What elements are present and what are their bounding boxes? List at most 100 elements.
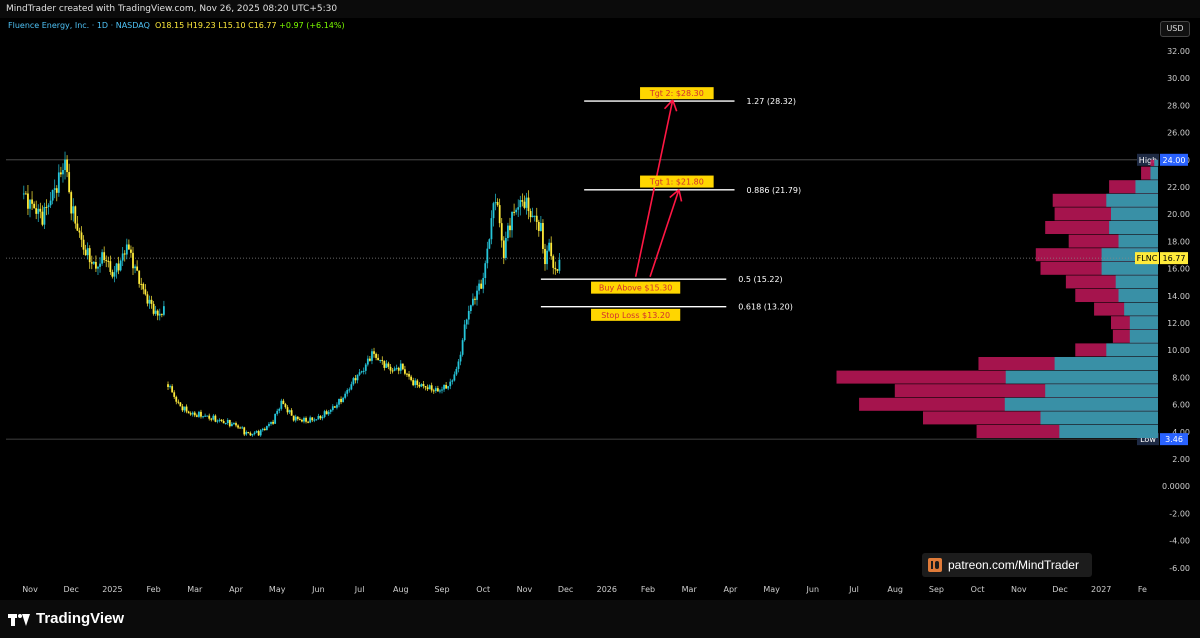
time-axis-tick: Jul xyxy=(354,585,365,594)
candle-body xyxy=(474,298,476,300)
candle-body xyxy=(381,359,384,362)
price-axis-tick: 14.00 xyxy=(1167,292,1190,301)
volume-profile-up xyxy=(1115,275,1158,289)
candle-body xyxy=(259,430,262,436)
tradingview-logo-icon xyxy=(8,612,30,626)
candle-body xyxy=(488,239,491,249)
candle-body xyxy=(354,378,357,381)
time-axis-tick: 2027 xyxy=(1091,585,1111,594)
candle-body xyxy=(362,370,365,372)
candle-body xyxy=(430,385,433,391)
candle-body xyxy=(189,413,192,415)
candle-body xyxy=(498,205,501,224)
candle-body xyxy=(49,200,52,206)
candle-body xyxy=(472,298,474,306)
candle-body xyxy=(447,386,450,389)
candle-body xyxy=(457,361,460,369)
currency-button[interactable]: USD xyxy=(1160,21,1190,37)
price-axis-tick: 4.00 xyxy=(1172,428,1190,437)
fib-level-label: 0.618 (13.20) xyxy=(738,303,793,312)
annotation-label-bg xyxy=(591,308,681,321)
candle-body xyxy=(416,380,419,385)
volume-profile-up xyxy=(1111,207,1158,221)
candle-body xyxy=(410,376,412,381)
candle-body xyxy=(117,263,120,271)
candle-body xyxy=(80,232,83,240)
candle-body xyxy=(35,208,38,214)
candle-body xyxy=(319,415,322,419)
candle-body xyxy=(183,406,186,411)
candle-body xyxy=(266,426,268,431)
candle-body xyxy=(527,197,530,212)
time-axis-tick: May xyxy=(269,585,286,594)
candle-body xyxy=(317,415,320,420)
symbol-name[interactable]: Fluence Energy, Inc. · 1D · NASDAQ xyxy=(8,21,150,30)
volume-profile-up xyxy=(1004,397,1158,411)
range-price-tag-bg xyxy=(1160,153,1188,166)
candle-body xyxy=(212,415,215,420)
candle-body xyxy=(486,248,489,264)
candle-body xyxy=(82,239,85,250)
candle-body xyxy=(193,412,196,416)
candle-body xyxy=(146,294,149,304)
time-axis-tick: Sep xyxy=(929,585,944,594)
volume-profile-up xyxy=(1054,357,1158,370)
candle-body xyxy=(268,423,270,427)
candle-body xyxy=(210,418,213,420)
candle-body xyxy=(144,289,147,295)
volume-profile-up xyxy=(1129,329,1158,343)
candle-body xyxy=(175,396,178,402)
candle-body xyxy=(333,406,336,408)
candle-body xyxy=(375,353,377,358)
time-axis-tick: Mar xyxy=(682,585,698,594)
candle-body xyxy=(453,374,456,381)
volume-profile-up xyxy=(1106,343,1158,357)
candle-body xyxy=(136,266,139,271)
candle-body xyxy=(167,384,169,387)
time-axis-tick: Nov xyxy=(22,585,38,594)
price-axis-tick: 18.00 xyxy=(1167,237,1190,246)
current-price-tag: 16.77 xyxy=(1163,254,1186,263)
candle-body xyxy=(455,368,458,375)
patreon-icon xyxy=(928,558,942,572)
candle-body xyxy=(406,373,408,375)
price-axis-tick: 12.00 xyxy=(1167,319,1190,328)
range-label-high: High xyxy=(1139,156,1157,165)
candle-body xyxy=(290,410,293,416)
candle-body xyxy=(198,411,200,417)
tradingview-logo[interactable]: TradingView xyxy=(8,610,124,627)
candle-body xyxy=(255,431,258,433)
candle-body xyxy=(206,415,209,417)
candle-body xyxy=(346,390,349,394)
candle-body xyxy=(228,420,231,427)
candle-body xyxy=(441,389,443,391)
chart-header: MindTrader created with TradingView.com,… xyxy=(0,0,1200,18)
candle-body xyxy=(235,423,237,426)
candle-body xyxy=(171,386,174,393)
price-chart[interactable]: 32.00 30.00 28.00 26.00 24.00 22.00 20.00 18.00… xyxy=(0,0,1200,600)
candle-body xyxy=(544,248,546,265)
candle-body xyxy=(494,202,497,204)
price-axis-tick: -4.00 xyxy=(1169,537,1190,546)
candle-body xyxy=(200,411,202,417)
candle-body xyxy=(356,374,359,381)
candle-body xyxy=(517,207,520,210)
candle-body xyxy=(247,432,250,434)
candle-body xyxy=(272,421,274,424)
candle-body xyxy=(383,361,386,368)
time-axis-tick: 2026 xyxy=(597,585,617,594)
annotation-label: Buy Above $15.30 xyxy=(599,284,672,293)
candle-body xyxy=(467,310,470,320)
time-axis-tick: Dec xyxy=(558,585,573,594)
volume-profile-up xyxy=(1118,289,1158,302)
time-axis-tick: Jun xyxy=(311,585,325,594)
volume-profile-up xyxy=(1124,302,1158,316)
symbol-tag-bg xyxy=(1135,252,1159,265)
candle-body xyxy=(469,305,472,311)
candle-body xyxy=(78,230,81,233)
candle-body xyxy=(148,299,151,304)
candle-body xyxy=(156,310,159,316)
price-axis-tick: 28.00 xyxy=(1167,101,1190,110)
candle-body xyxy=(195,415,198,417)
candle-body xyxy=(208,415,211,419)
